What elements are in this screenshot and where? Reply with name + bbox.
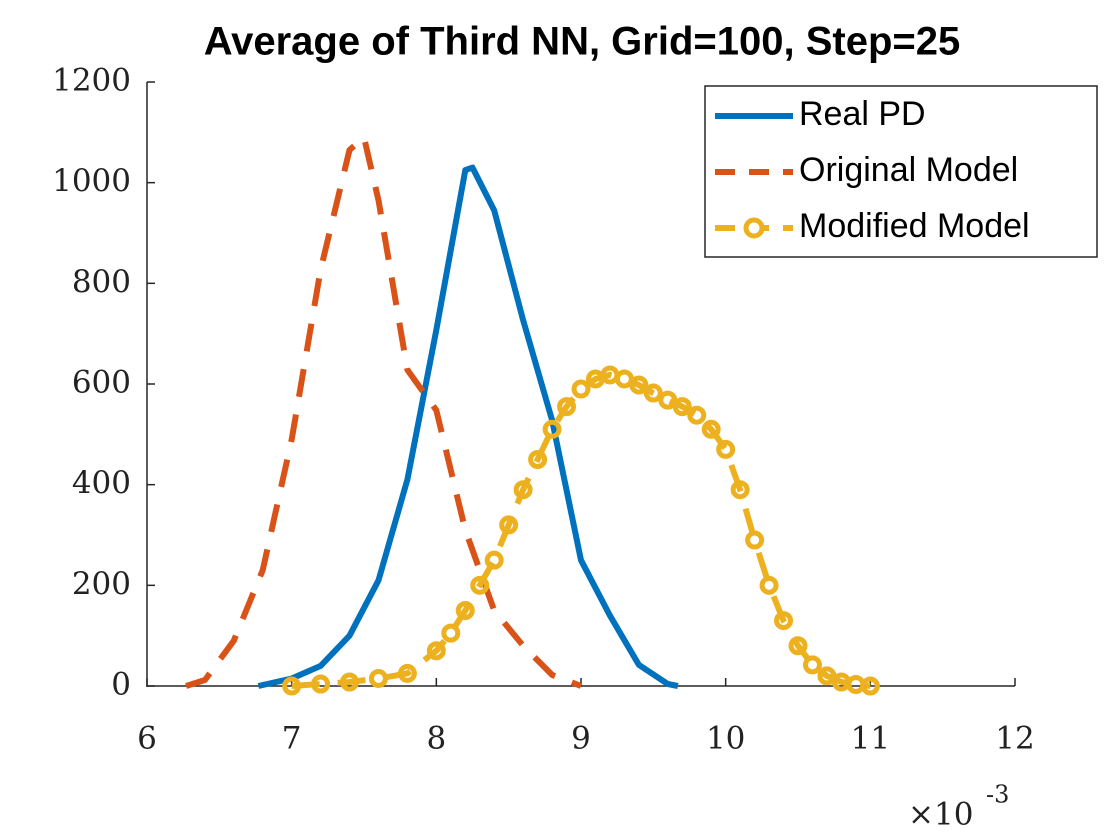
marker <box>484 550 504 570</box>
series-line <box>257 164 679 689</box>
x-multiplier-base: ×10 <box>908 797 973 833</box>
x-tick-label: 7 <box>282 721 302 757</box>
marker <box>282 676 302 696</box>
marker <box>426 641 446 661</box>
marker <box>470 575 490 595</box>
x-tick-label: 11 <box>851 721 890 757</box>
series-line <box>185 134 583 689</box>
marker <box>643 383 663 403</box>
x-tick-label: 6 <box>137 721 157 757</box>
y-tick-label: 1200 <box>52 63 131 99</box>
marker <box>745 530 765 550</box>
marker <box>571 379 591 399</box>
marker <box>860 676 880 696</box>
y-tick-label: 0 <box>111 667 131 703</box>
marker <box>368 668 388 688</box>
marker <box>441 623 461 643</box>
marker <box>759 575 779 595</box>
marker <box>701 419 721 439</box>
x-tick-label: 9 <box>571 721 591 757</box>
legend-label: Real PD <box>799 95 926 133</box>
legend-marker <box>743 217 765 239</box>
marker <box>397 663 417 683</box>
x-tick-label: 10 <box>706 721 745 757</box>
marker <box>730 480 750 500</box>
marker <box>557 397 577 417</box>
marker <box>614 369 634 389</box>
legend-label: Original Model <box>799 151 1018 189</box>
legend: Real PD Original Model Modified Model <box>704 85 1098 258</box>
y-tick-label: 1000 <box>52 163 131 199</box>
x-tick-label: 12 <box>995 721 1034 757</box>
marker <box>542 419 562 439</box>
marker <box>846 674 866 694</box>
y-tick-label: 200 <box>72 566 131 602</box>
marker <box>528 450 548 469</box>
marker <box>311 674 331 694</box>
marker <box>687 405 707 425</box>
marker <box>802 655 822 675</box>
marker <box>788 636 808 656</box>
marker <box>513 480 533 500</box>
x-multiplier: ×10 -3 <box>908 781 1009 833</box>
marker <box>499 515 519 535</box>
y-tick-label: 600 <box>72 365 131 401</box>
marker <box>774 611 794 631</box>
marker <box>455 601 475 620</box>
series <box>257 164 679 689</box>
marker <box>658 390 678 410</box>
marker <box>817 666 837 686</box>
series <box>185 134 583 689</box>
y-tick-label: 800 <box>72 264 131 300</box>
chart-title: Average of Third NN, Grid=100, Step=25 <box>204 20 961 64</box>
series <box>282 365 880 696</box>
x-tick-label: 8 <box>426 721 446 757</box>
x-multiplier-exponent: -3 <box>986 781 1009 809</box>
marker <box>716 439 736 459</box>
marker <box>672 397 692 417</box>
marker <box>629 375 649 395</box>
legend-label: Modified Model <box>799 207 1030 245</box>
series-line <box>291 371 871 689</box>
y-tick-label: 400 <box>72 465 131 501</box>
marker <box>340 672 360 692</box>
